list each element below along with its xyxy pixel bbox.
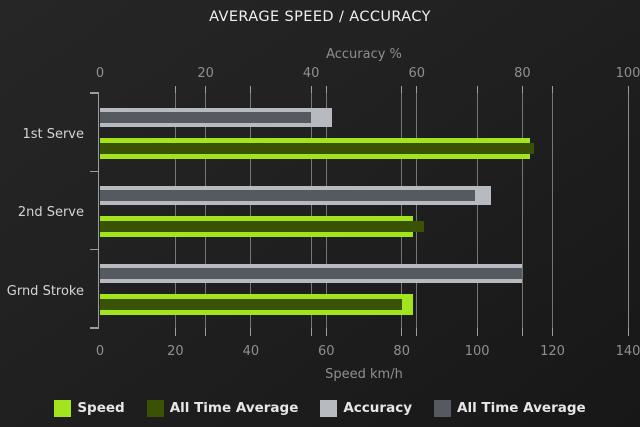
tick-mark (250, 86, 252, 93)
bottom-axis-tick-label: 0 (95, 344, 105, 359)
tick-mark (416, 328, 418, 336)
gridline (476, 93, 478, 328)
category-label: 2nd Serve (17, 205, 84, 221)
tick-mark (325, 328, 327, 336)
legend-label: Accuracy (343, 400, 412, 416)
legend-label: All Time Average (457, 400, 586, 416)
category-tick (90, 327, 99, 329)
tick-mark (521, 328, 523, 336)
tick-mark (174, 86, 176, 93)
bottom-axis-tick-label: 100 (464, 344, 490, 359)
tick-mark (325, 86, 327, 93)
bar-all-time-average-speed-grnd-stroke (100, 299, 402, 311)
gridline (521, 93, 523, 328)
chart-title: AVERAGE SPEED / ACCURACY (209, 9, 431, 25)
gridline (552, 93, 554, 328)
axis-line (97, 93, 99, 328)
tick-mark (310, 328, 312, 336)
tick-mark (401, 328, 403, 336)
gridline (205, 93, 207, 328)
legend-label: Speed (77, 400, 125, 416)
gridline (401, 93, 403, 328)
tick-mark (476, 86, 478, 93)
gridline (310, 93, 312, 328)
legend-swatch (146, 399, 164, 417)
gridline (325, 93, 327, 328)
top-axis-title: Accuracy % (326, 47, 402, 62)
top-axis-tick-label: 60 (408, 66, 426, 81)
gridline (416, 93, 418, 328)
category-label: Grnd Stroke (6, 283, 84, 299)
tick-mark (627, 86, 629, 93)
top-axis-tick-label: 20 (197, 66, 214, 81)
gridline (174, 93, 176, 328)
legend-item-accuracy: Accuracy (320, 399, 412, 417)
bar-all-time-average-speed-1st-serve (100, 142, 534, 154)
legend-swatch (320, 399, 338, 417)
tick-mark (552, 86, 554, 93)
tick-mark (552, 328, 554, 336)
top-axis-tick-label: 0 (95, 66, 105, 81)
top-axis-tick-label: 40 (302, 66, 320, 81)
tick-mark (627, 328, 629, 336)
bottom-axis-tick-label: 60 (318, 344, 335, 359)
bar-all-time-average-accuracy-1st-serve (100, 111, 312, 123)
gridline (627, 93, 629, 328)
category-tick (90, 170, 99, 173)
tick-mark (416, 86, 418, 93)
legend-swatch (434, 399, 451, 417)
legend-item-all-time-average: All Time Average (434, 399, 586, 417)
gridline (250, 93, 252, 328)
top-axis-tick-label: 80 (514, 66, 531, 81)
legend-swatch (54, 399, 72, 417)
legend-item-all-time-average: All Time Average (146, 399, 299, 417)
bottom-axis-tick-label: 20 (167, 344, 184, 359)
bottom-axis-title: Speed km/h (325, 367, 403, 382)
tick-mark (250, 328, 252, 336)
tick-mark (205, 328, 207, 336)
tick-mark (401, 86, 403, 93)
tick-mark (521, 86, 523, 93)
category-label: 1st Serve (22, 127, 84, 142)
bar-all-time-average-accuracy-2nd-serve (100, 189, 475, 201)
tick-mark (174, 328, 176, 336)
bar-all-time-average-accuracy-grnd-stroke (100, 268, 523, 280)
bottom-axis-tick-label: 40 (242, 344, 260, 359)
legend-item-speed: Speed (54, 399, 125, 417)
legend-label: All Time Average (169, 400, 299, 416)
bar-all-time-average-speed-2nd-serve (100, 220, 425, 232)
bottom-axis-tick-label: 80 (393, 344, 410, 359)
category-tick (90, 92, 99, 94)
bottom-axis-tick-label: 120 (540, 344, 565, 359)
legend: Speed All Time Average Accuracy All Time Av… (0, 398, 640, 418)
bottom-axis-tick-label: 140 (615, 344, 640, 359)
tick-mark (205, 86, 207, 93)
tick-mark (310, 86, 312, 93)
top-axis-tick-label: 100 (615, 66, 640, 81)
category-tick (90, 248, 99, 251)
tick-mark (476, 328, 478, 336)
